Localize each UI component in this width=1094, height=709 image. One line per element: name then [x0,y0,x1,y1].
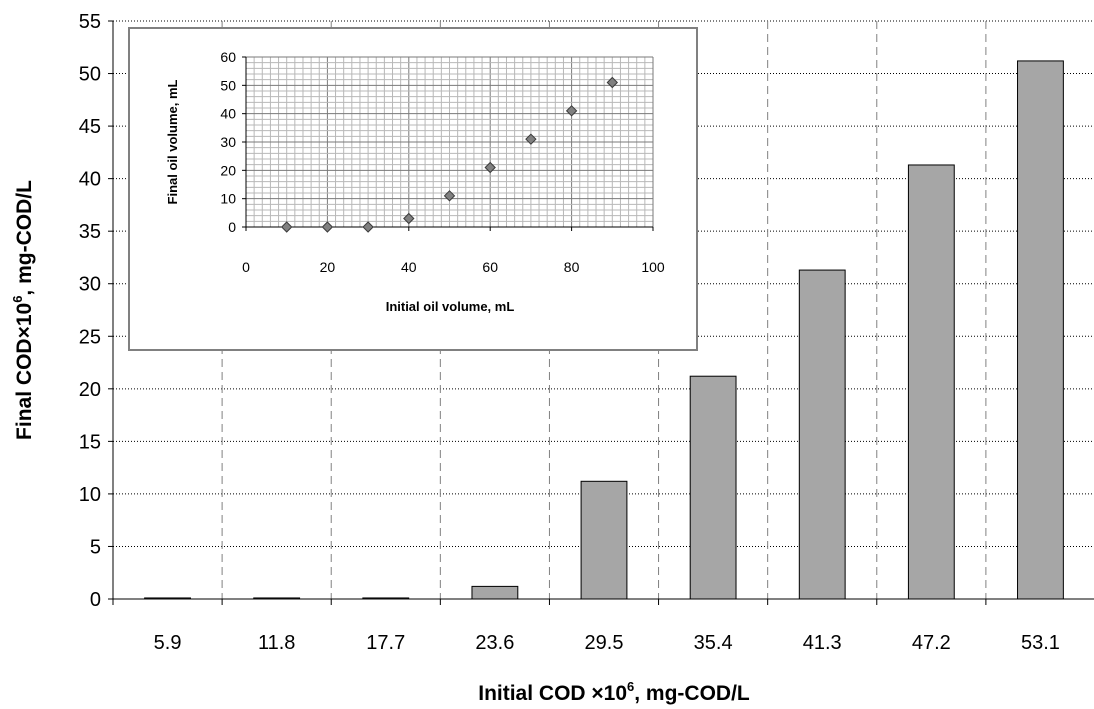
y-axis-title: Final COD×106, mg-COD/L [10,180,36,440]
y-tick-label: 5 [90,536,101,558]
inset-x-tick-label: 20 [320,259,336,275]
y-tick-label: 10 [79,484,101,506]
y-tick-label: 15 [79,431,101,453]
x-tick-label: 23.6 [475,632,514,654]
inset-y-tick-label: 30 [220,134,236,150]
x-tick-labels: 5.9 11.8 17.7 23.6 29.5 35.4 41.3 47.2 53.1 [154,632,1060,654]
y-tick-label: 0 [90,589,101,611]
inset-points [280,76,619,233]
inset-x-tick-label: 80 [564,259,580,275]
inset-point [606,76,619,89]
inset-point [362,221,374,233]
y-tick-label: 45 [79,116,101,138]
inset-x-tick-label: 100 [641,259,665,275]
x-tick-label: 17.7 [366,632,405,654]
inset-point [565,105,578,117]
inset-point [280,221,293,233]
y-tick-label: 25 [79,326,101,348]
inset-axes [242,56,654,231]
y-tick-label: 40 [79,169,101,191]
main-bars [144,60,1064,600]
x-tick-label: 53.1 [1021,632,1060,654]
bar [689,375,737,600]
inset-y-axis-title: Final oil volume, mL [165,79,180,204]
inset-x-axis-title: Initial oil volume, mL [386,299,515,314]
inset-y-tick-labels: 0 10 20 30 40 50 60 [220,49,236,235]
inset-y-tick-label: 40 [220,106,236,122]
y-tick-label: 20 [79,379,101,401]
bar [1017,60,1064,600]
inset-x-tick-label: 0 [242,259,250,275]
inset-point [525,133,537,145]
x-tick-label: 29.5 [585,632,624,654]
bar [798,269,846,600]
inset-y-tick-label: 60 [220,49,236,65]
inset-y-tick-label: 20 [220,162,236,178]
x-tick-label: 41.3 [803,632,842,654]
y-tick-label: 35 [79,221,101,243]
inset-y-tick-label: 10 [220,191,236,207]
main-axes [108,20,1094,605]
inset-point [443,190,456,202]
x-tick-label: 47.2 [912,632,951,654]
bar [907,164,955,600]
inset-point [484,161,496,174]
inset-point [321,221,334,233]
inset-point [403,212,415,225]
inset-x-tick-label: 40 [401,259,417,275]
x-tick-label: 35.4 [694,632,733,654]
x-tick-label: 5.9 [154,632,182,654]
inset-frame [128,27,698,351]
bar [471,585,519,600]
x-tick-label: 11.8 [258,632,295,654]
inset-y-tick-label: 0 [228,219,236,235]
inset-x-tick-labels: 0 20 40 60 80 100 [242,259,665,275]
inset-x-tick-label: 60 [482,259,498,275]
x-axis-title: Initial COD ×106, mg-COD/L [478,679,750,705]
y-tick-labels: 0 5 10 15 20 25 30 35 40 45 50 55 [79,11,101,611]
inset-y-tick-label: 50 [220,77,236,93]
y-tick-label: 50 [79,64,101,86]
bar [580,480,628,600]
inset-chart: 0 10 20 30 40 50 60 0 20 40 60 80 100 Initial oil v… [128,27,698,351]
y-tick-label: 55 [79,11,101,33]
y-tick-label: 30 [79,274,101,296]
